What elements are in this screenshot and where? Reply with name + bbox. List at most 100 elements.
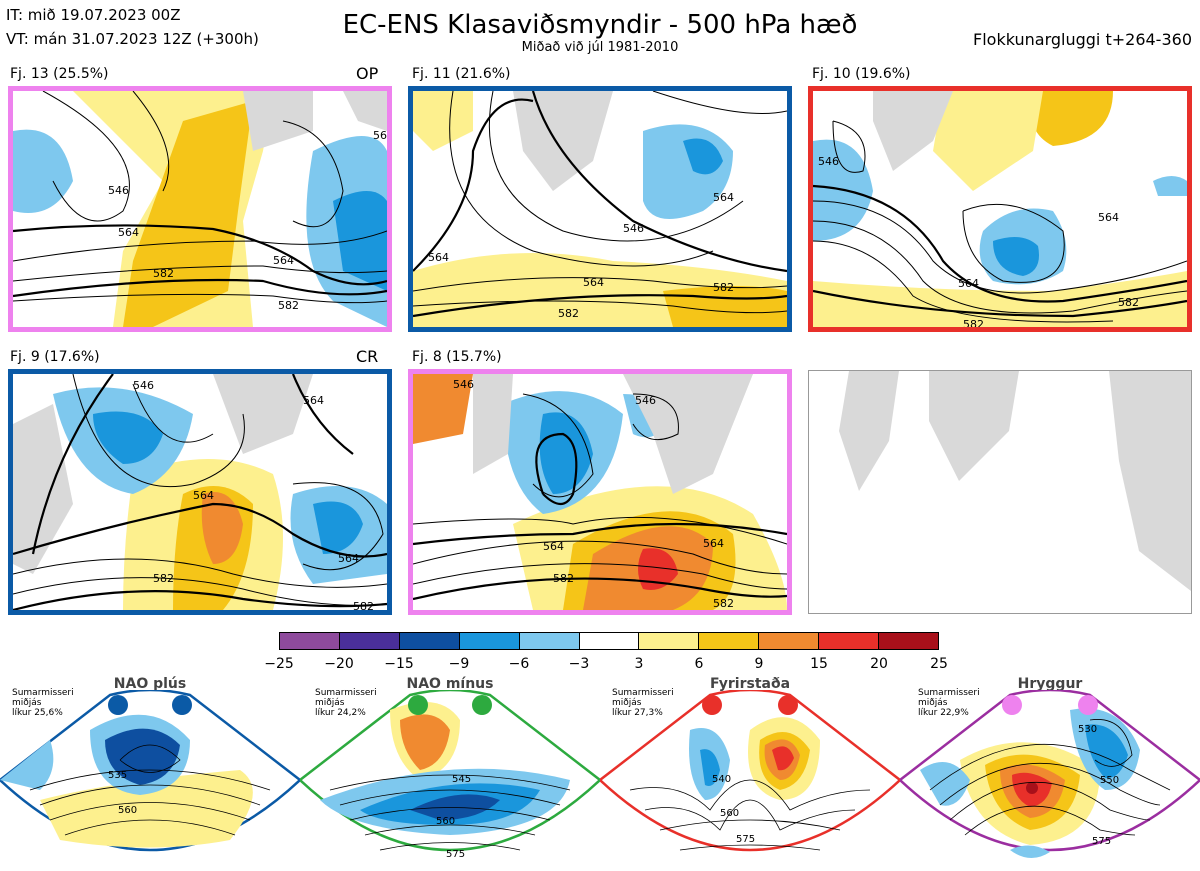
regime-3-note: Sumarmisseri miðjás líkur 27,3% xyxy=(612,688,674,718)
colorbar-swatch xyxy=(280,633,340,649)
regime-note-line: miðjás xyxy=(918,698,948,708)
clustering-window: Flokkunargluggi t+264-360 xyxy=(973,30,1192,49)
panel-3-contour-3: 564 xyxy=(1098,211,1119,224)
regime-1-map: 535 560 xyxy=(0,690,300,852)
regime-3-map: 540 560 575 xyxy=(600,690,900,852)
panel-4-tag: CR xyxy=(356,347,379,366)
panel-4-contour-6: 582 xyxy=(353,600,374,610)
panel-3-contour-4: 582 xyxy=(1118,296,1139,309)
regime-note-line: líkur 27,3% xyxy=(612,708,663,718)
panel-2-label: Fj. 11 (21.6%) xyxy=(412,66,511,82)
page-title: EC-ENS Klasaviðsmyndir - 500 hPa hæð xyxy=(342,10,858,40)
panel-3-contour-2: 564 xyxy=(958,277,979,290)
panel-4-contour-1: 564 xyxy=(303,394,324,407)
regime-2-map: 545 560 575 xyxy=(300,690,600,860)
panel-4-contour-5: 582 xyxy=(153,572,174,585)
panel-1-label: Fj. 13 (25.5%) xyxy=(10,66,109,82)
regime-4-note: Sumarmisseri miðjás líkur 22,9% xyxy=(918,688,980,718)
regime-1-contour: 535 xyxy=(108,770,127,781)
panel-5-contour-3: 564 xyxy=(543,540,564,553)
regime-4-title: Hryggur xyxy=(1017,676,1083,692)
colorbar-tick: −3 xyxy=(568,656,590,672)
regime-1-contour: 560 xyxy=(118,805,137,816)
regime-3-contour: 560 xyxy=(720,808,739,819)
page-subtitle: Miðað við júl 1981-2010 xyxy=(521,40,679,55)
regime-3-contour: 575 xyxy=(736,834,755,845)
panel-2-contour-6: 564 xyxy=(428,251,449,264)
panel-2-contour-5: 582 xyxy=(558,307,579,320)
panel-5-contour-1: 546 xyxy=(453,378,474,391)
regime-3-title: Fyrirstaða xyxy=(709,676,791,692)
panel-5-contour-6: 582 xyxy=(713,597,734,610)
regime-note-line: líkur 25,6% xyxy=(12,708,63,718)
cluster-map-3: 546 564 564 582 582 xyxy=(808,86,1192,332)
regime-2-contour: 560 xyxy=(436,816,455,827)
panel-4-label: Fj. 9 (17.6%) xyxy=(10,349,100,365)
regime-4-map: 530 550 575 xyxy=(900,690,1200,859)
colorbar-swatch xyxy=(459,633,520,649)
panel-1-contour-3: 564 xyxy=(273,254,294,267)
colorbar-tick: 25 xyxy=(930,656,948,672)
panel-2-contour-4: 582 xyxy=(713,281,734,294)
colorbar-tick: 6 xyxy=(694,656,704,672)
regime-note-line: Sumarmisseri xyxy=(12,688,74,698)
colorbar-tick: −15 xyxy=(384,656,414,672)
colorbar-swatch xyxy=(699,633,760,649)
colorbar xyxy=(279,632,939,650)
regime-note-line: miðjás xyxy=(315,698,345,708)
panel-5-contour-2: 546 xyxy=(635,394,656,407)
colorbar-swatch xyxy=(879,633,938,649)
panel-1-contour-4: 582 xyxy=(153,267,174,280)
panel-5-contour-4: 564 xyxy=(703,537,724,550)
panel-3-contour-5: 582 xyxy=(963,318,984,327)
cluster-map-2: 546 564 564 582 582 564 xyxy=(408,86,792,332)
colorbar-swatch xyxy=(339,633,400,649)
regime-1-note: Sumarmisseri miðjás líkur 25,6% xyxy=(12,688,74,718)
regime-note-line: líkur 24,2% xyxy=(315,708,366,718)
panel-2-contour-3: 564 xyxy=(713,191,734,204)
cluster-map-5: 546 546 564 564 582 582 xyxy=(408,369,792,615)
regime-3-contour: 540 xyxy=(712,774,731,785)
colorbar-swatch xyxy=(759,633,820,649)
regime-note-line: líkur 22,9% xyxy=(918,708,969,718)
colorbar-tick: 3 xyxy=(634,656,644,672)
colorbar-tick: −20 xyxy=(324,656,354,672)
panel-1-contour-6: 56 xyxy=(373,129,387,142)
regime-note-line: Sumarmisseri xyxy=(315,688,377,698)
cluster-map-4: 564 564 546 564 582 582 xyxy=(8,369,392,615)
colorbar-swatch xyxy=(819,633,880,649)
regime-2-contour: 575 xyxy=(446,849,465,860)
init-time: IT: mið 19.07.2023 00Z xyxy=(6,6,181,24)
panel-1-contour-1: 546 xyxy=(108,184,129,197)
regime-2-note: Sumarmisseri miðjás líkur 24,2% xyxy=(315,688,377,718)
valid-time: VT: mán 31.07.2023 12Z (+300h) xyxy=(6,30,259,48)
panel-5-label: Fj. 8 (15.7%) xyxy=(412,349,502,365)
blank-base-map xyxy=(808,370,1192,614)
colorbar-tick: −6 xyxy=(508,656,530,672)
colorbar-tick: −9 xyxy=(448,656,470,672)
regime-note-line: Sumarmisseri xyxy=(918,688,980,698)
panel-4-contour-2: 564 xyxy=(193,489,214,502)
panel-1-contour-2: 564 xyxy=(118,226,139,239)
colorbar-swatch xyxy=(399,633,460,649)
regime-4-contour: 550 xyxy=(1100,775,1119,786)
panel-4-contour-3: 546 xyxy=(133,379,154,392)
regime-note-line: Sumarmisseri xyxy=(612,688,674,698)
panel-1-tag: OP xyxy=(356,64,379,83)
regime-note-line: miðjás xyxy=(12,698,42,708)
regime-note-line: miðjás xyxy=(612,698,642,708)
panel-3-contour-1: 546 xyxy=(818,155,839,168)
colorbar-tick: 20 xyxy=(870,656,888,672)
cluster-map-1: 546 564 564 582 582 56 xyxy=(8,86,392,332)
colorbar-swatch xyxy=(579,633,640,649)
panel-2-contour-1: 546 xyxy=(623,222,644,235)
regime-4-contour: 575 xyxy=(1092,836,1111,847)
panel-1-contour-5: 582 xyxy=(278,299,299,312)
colorbar-swatch xyxy=(519,633,580,649)
panel-4-contour-4: 564 xyxy=(338,552,359,565)
panel-3-label: Fj. 10 (19.6%) xyxy=(812,66,911,82)
panel-2-contour-2: 564 xyxy=(583,276,604,289)
colorbar-tick: −25 xyxy=(264,656,294,672)
regime-4-contour: 530 xyxy=(1078,724,1097,735)
colorbar-swatch xyxy=(639,633,700,649)
